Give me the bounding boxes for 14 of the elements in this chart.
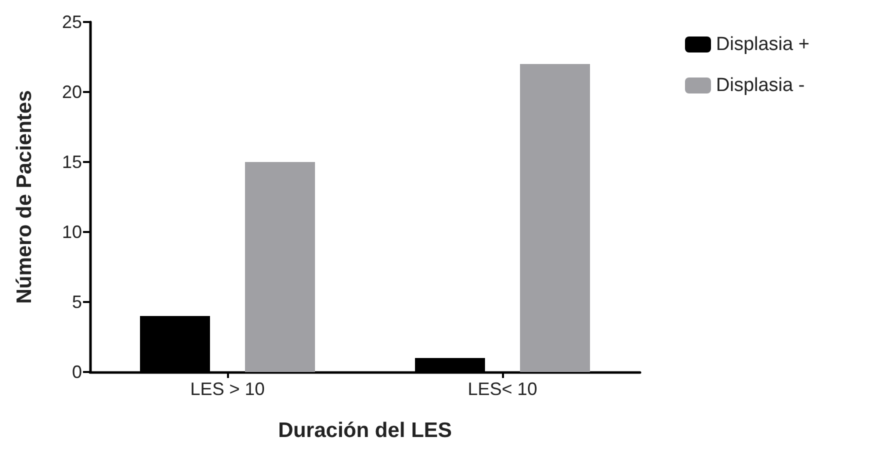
y-tick-label: 15	[62, 152, 82, 172]
y-axis-title: Número de Pacientes	[13, 90, 36, 304]
bar	[245, 162, 315, 372]
y-tick-label: 10	[62, 222, 82, 242]
y-tick-label: 0	[72, 362, 82, 382]
y-tick-label: 25	[62, 12, 82, 32]
legend-label: Displasia +	[716, 34, 810, 55]
bar	[520, 64, 590, 372]
legend-label: Displasia -	[716, 75, 805, 96]
y-tick-label: 20	[62, 82, 82, 102]
x-tick-label: LES > 10	[190, 379, 265, 399]
x-axis-title: Duración del LES	[278, 419, 452, 442]
x-tick-label: LES< 10	[468, 379, 538, 399]
y-tick-label: 5	[72, 292, 82, 312]
